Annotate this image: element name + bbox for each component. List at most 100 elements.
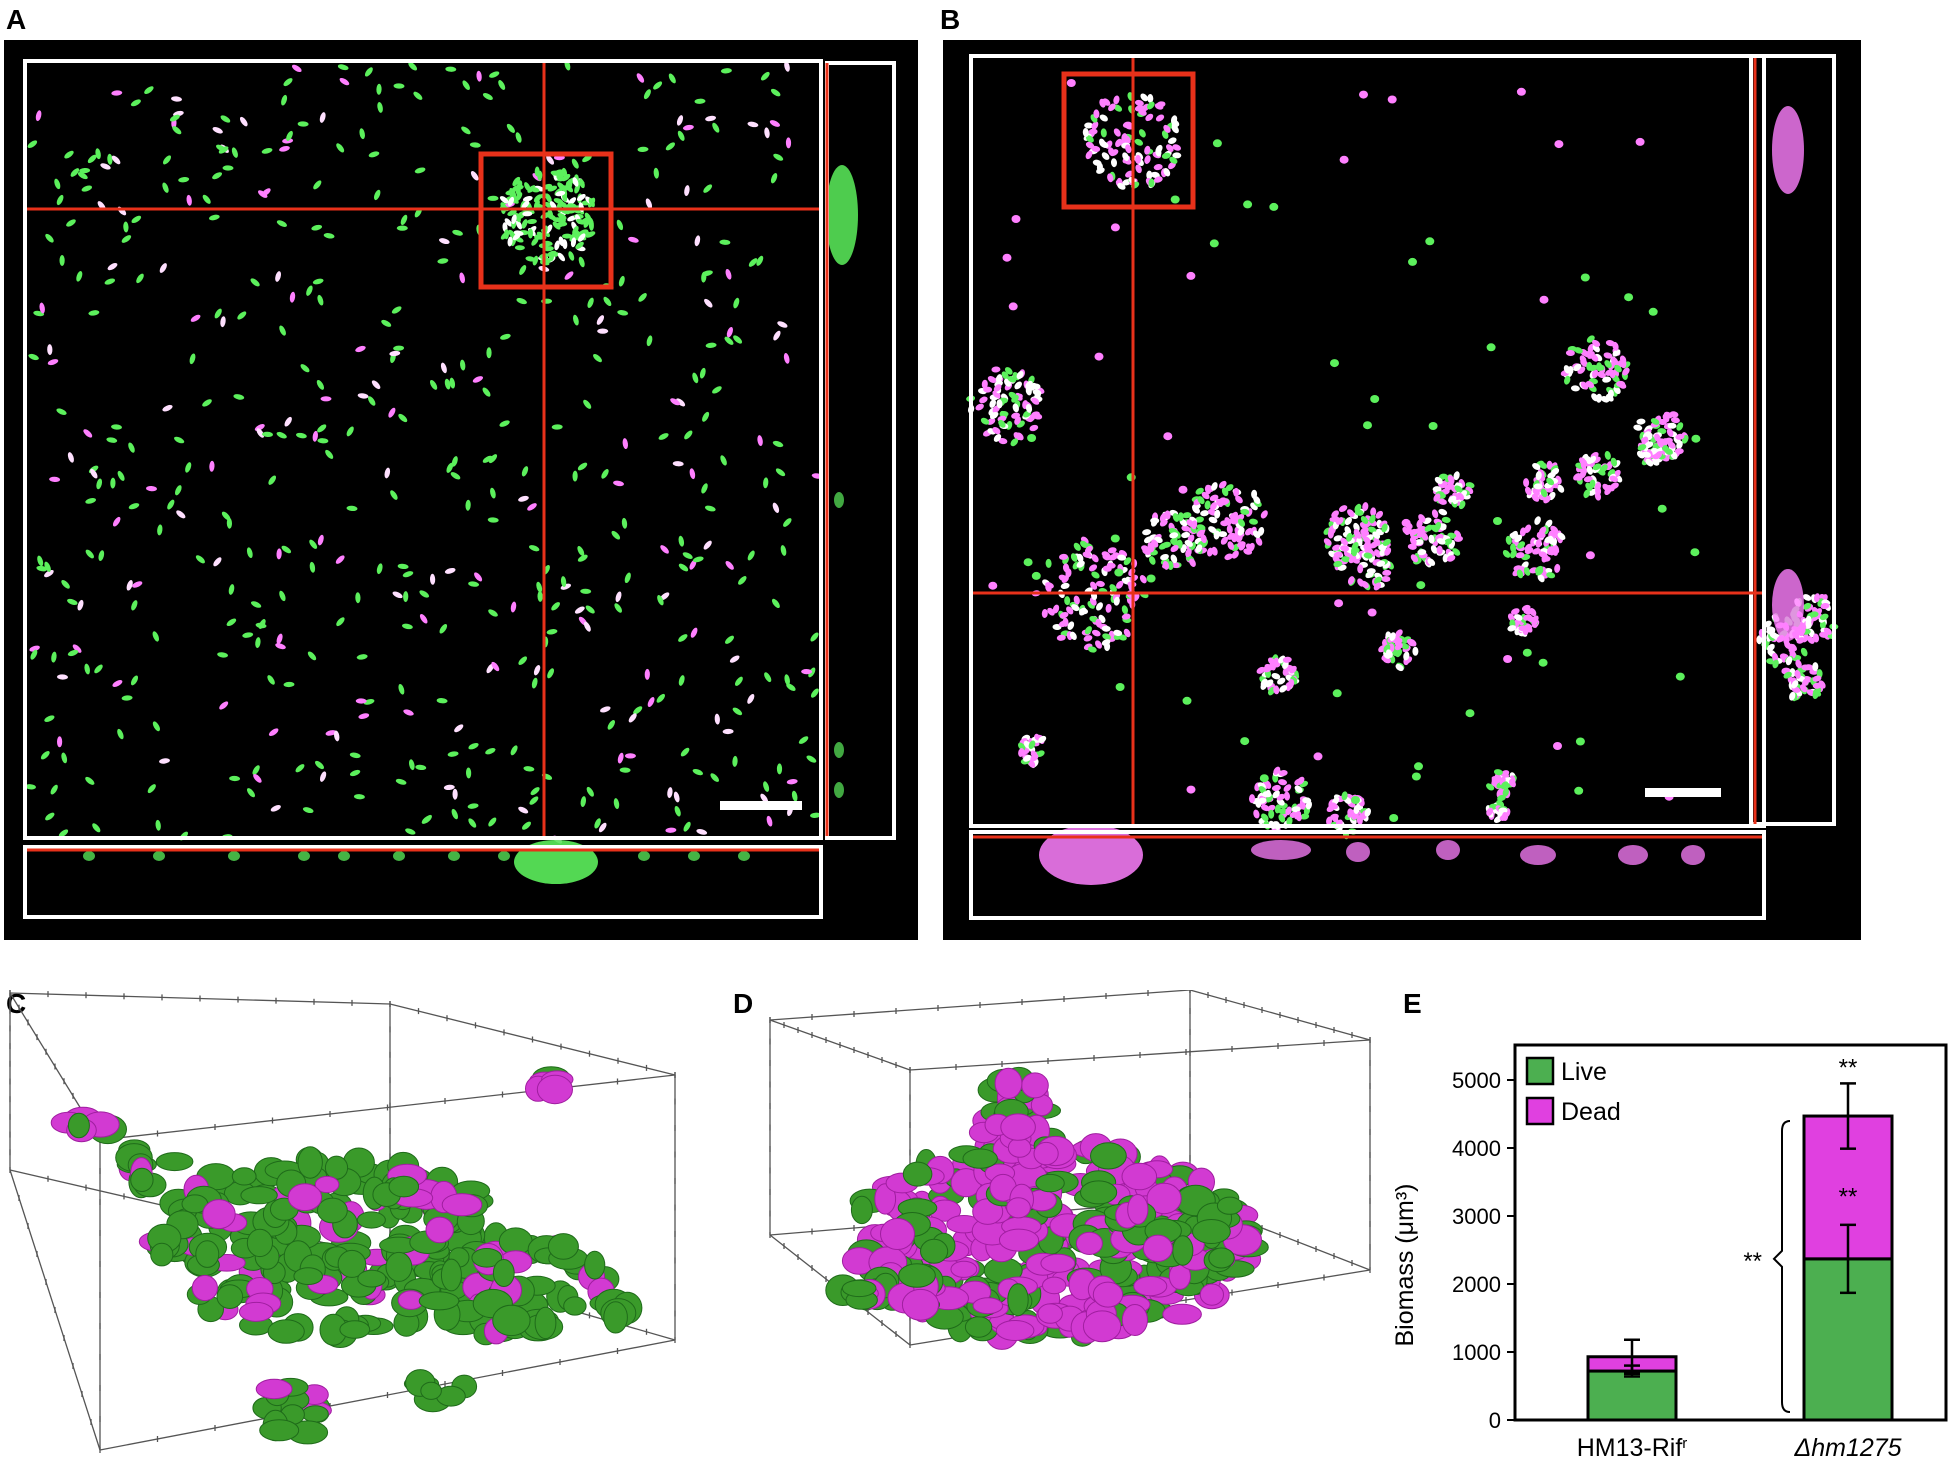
cell [279, 325, 286, 336]
cell [1499, 814, 1509, 821]
cell [1150, 171, 1160, 178]
cell [1047, 607, 1055, 616]
cell [689, 559, 697, 570]
cell [689, 468, 696, 480]
cell [1800, 647, 1808, 657]
cell [1032, 389, 1042, 396]
cell [1147, 94, 1154, 103]
y-tick-label: 0 [1489, 1408, 1501, 1433]
cell [1814, 687, 1822, 696]
cell [585, 231, 596, 238]
cell [1538, 551, 1548, 558]
legend-label: Live [1561, 1058, 1607, 1086]
cell [1344, 526, 1352, 535]
cell [1766, 626, 1776, 633]
cell [439, 624, 448, 634]
cell [202, 399, 212, 407]
cell [1486, 807, 1494, 816]
cell [162, 404, 173, 412]
cell [726, 326, 733, 338]
micrograph-a-cells [25, 59, 823, 844]
cell [1456, 492, 1465, 501]
cell [1447, 474, 1455, 484]
y-tick-label: 1000 [1452, 1340, 1501, 1365]
biofilm-voxel [962, 1148, 998, 1169]
cell [785, 137, 792, 149]
cell [1430, 545, 1438, 554]
cell [226, 517, 233, 529]
projection-blob [498, 851, 510, 861]
cell [217, 652, 229, 658]
cell [1269, 661, 1276, 671]
cell [544, 202, 554, 209]
cell [760, 793, 769, 804]
legend-label: Dead [1561, 1098, 1621, 1126]
cell [1171, 119, 1180, 127]
cell [1347, 808, 1354, 818]
cell [189, 353, 196, 365]
cell [1591, 393, 1599, 402]
cell [525, 256, 536, 262]
cell [391, 306, 402, 314]
cell [1600, 464, 1608, 473]
cell [488, 609, 498, 617]
cell [775, 468, 786, 477]
cell [444, 567, 456, 574]
cell [1448, 495, 1457, 503]
cell [533, 194, 542, 203]
cell [1330, 359, 1339, 368]
cell [601, 469, 609, 479]
cell [337, 64, 349, 71]
cell [1353, 805, 1360, 814]
cell [596, 315, 605, 325]
cell [548, 251, 555, 262]
cell [1783, 671, 1792, 679]
cell [1066, 79, 1076, 87]
cell [1008, 391, 1017, 399]
cell [1373, 582, 1382, 591]
cell [1369, 514, 1376, 524]
cell [1209, 494, 1219, 502]
biofilm-voxel [547, 1233, 579, 1260]
cell [45, 812, 55, 821]
micrograph-b-xz-frame [969, 830, 1766, 920]
cell [415, 764, 427, 771]
cell [403, 709, 414, 716]
cell [1218, 497, 1228, 506]
biofilm-voxel [441, 1193, 483, 1217]
cell [144, 86, 154, 94]
cell [694, 98, 706, 104]
cell [37, 555, 44, 567]
cell [1253, 495, 1261, 504]
cell [521, 219, 528, 229]
cell [1403, 651, 1410, 661]
y-tick-label: 5000 [1452, 1068, 1501, 1093]
cell [1675, 672, 1685, 681]
cell [267, 675, 275, 685]
cell [1093, 109, 1100, 119]
cell [1351, 542, 1359, 551]
cell [1376, 560, 1386, 567]
cell [1135, 164, 1142, 174]
cell [396, 225, 408, 231]
cell [219, 701, 229, 710]
micrograph-a [4, 40, 918, 940]
cell [1454, 535, 1463, 542]
biomass-chart-svg: Biomass (μm³) 0 1000 2000 3000 4000 5000 HM13-… [1391, 1043, 1948, 1462]
cell [564, 271, 574, 280]
cell [1648, 307, 1658, 316]
cell [676, 115, 684, 126]
cell [1523, 608, 1533, 615]
legend-swatch [1525, 1096, 1555, 1126]
cell [1023, 754, 1032, 762]
cell [1428, 534, 1435, 544]
cell [1004, 367, 1013, 375]
cell [1067, 621, 1075, 630]
cell [810, 812, 821, 818]
cell [212, 172, 223, 180]
cell [1498, 807, 1508, 814]
cell [252, 765, 260, 775]
micrograph-a-canvas [4, 40, 918, 940]
biofilm-voxel [563, 1296, 587, 1316]
cell [1090, 581, 1098, 590]
